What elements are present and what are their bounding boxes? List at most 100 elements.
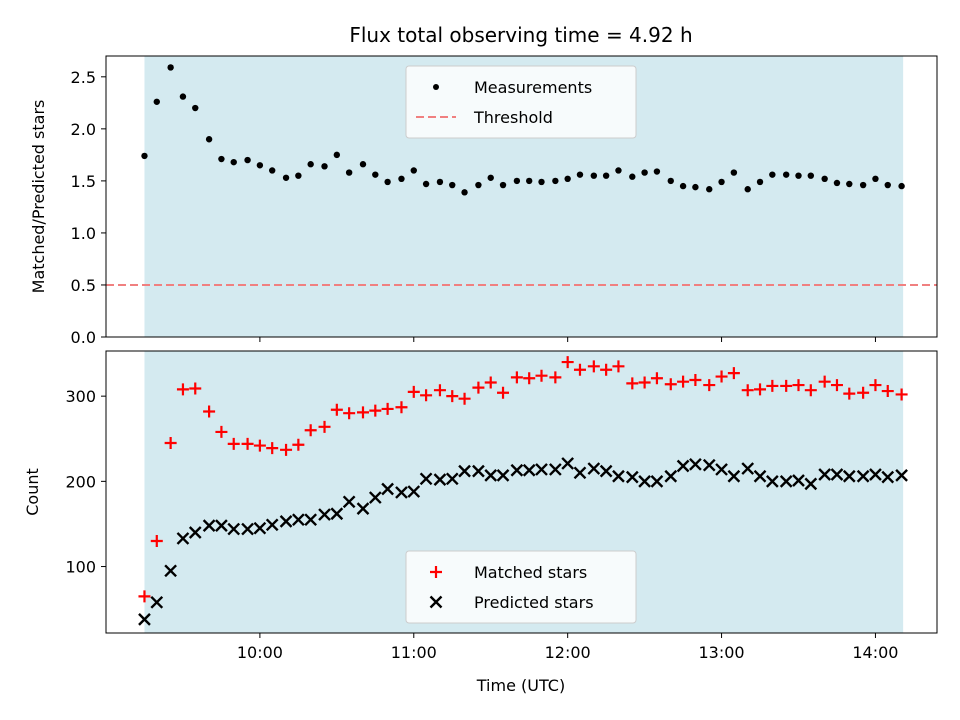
predicted-star-point (472, 464, 485, 478)
y-tick-label: 0.5 (71, 276, 96, 295)
matched-star-point (292, 438, 305, 451)
matched-star-point (677, 375, 690, 388)
measurement-point (859, 181, 867, 189)
predicted-star-point (202, 519, 216, 533)
measurement-point (205, 136, 213, 143)
predicted-star-point (381, 482, 394, 496)
measurement-point (756, 178, 764, 186)
matched-star-point (241, 437, 254, 450)
matched-star-point (843, 387, 856, 400)
measurement-point (449, 181, 456, 189)
measurement-point (706, 186, 713, 193)
predicted-star-point (395, 486, 408, 499)
y-tick-label: 1.5 (71, 172, 96, 191)
predicted-star-point (702, 458, 716, 472)
measurement-point (833, 179, 841, 187)
predicted-star-point (612, 469, 625, 483)
measurement-point (679, 182, 687, 190)
predicted-star-point (253, 521, 267, 535)
measurement-point (769, 171, 776, 178)
matched-star-point (535, 369, 548, 382)
predicted-star-point (753, 469, 767, 483)
measurement-point (141, 152, 148, 160)
measurement-point (629, 173, 636, 180)
predicted-star-point (458, 464, 471, 478)
predicted-star-point (368, 491, 382, 504)
predicted-star-point (856, 469, 870, 483)
measurement-point (167, 64, 174, 71)
measurement-point (282, 174, 290, 181)
predicted-star-point (330, 507, 344, 521)
measurement-point (218, 155, 225, 163)
measurement-point (590, 172, 598, 179)
measurement-point (359, 161, 367, 168)
matched-star-point (510, 371, 523, 384)
matched-star-point (215, 425, 228, 438)
matched-star-point (573, 363, 586, 376)
ratio-panel: 0.0 0.5 1.0 1.5 2.0 2.5 Matched/Predicted star… (29, 55, 938, 347)
predicted-star-point (895, 469, 908, 482)
matched-star-point (600, 363, 613, 376)
plot-frame (105, 350, 938, 634)
y-axis-label: Count (23, 468, 42, 516)
measurement-point (461, 189, 468, 196)
measurement-point (602, 172, 610, 179)
matched-star-point (818, 375, 831, 388)
predicted-star-point (587, 462, 601, 475)
matched-star-point (780, 379, 793, 392)
measurement-point (244, 156, 251, 164)
predicted-star-point (188, 526, 202, 539)
chart-title: Flux total observing time = 4.92 h (349, 23, 692, 47)
measurement-point (872, 175, 879, 183)
matched-star-point (138, 590, 151, 603)
matched-star-point (484, 376, 497, 389)
y-tick-label: 1.0 (71, 224, 96, 243)
predicted-star-point (804, 477, 818, 491)
predicted-star-point (215, 519, 228, 533)
measurement-point (718, 178, 725, 186)
predicted-star-point (779, 475, 793, 488)
predicted-star-point (535, 463, 548, 476)
predicted-star-point (176, 532, 190, 545)
legend-box (405, 65, 637, 139)
predicted-star-point (715, 463, 728, 476)
matched-star-point (626, 377, 639, 390)
x-tick-label: 14:00 (852, 643, 898, 662)
predicted-star-point (241, 522, 254, 536)
matched-star-point (343, 407, 356, 420)
measurement-point (641, 169, 648, 176)
measurement-point (333, 151, 341, 159)
measurement-point (564, 175, 571, 183)
matched-star-point (523, 372, 536, 385)
measurement-point (653, 168, 661, 175)
matched-star-point (727, 367, 740, 380)
matched-star-point (407, 385, 420, 398)
predicted-star-point (496, 469, 510, 482)
matched-star-point (830, 379, 843, 392)
measurement-point (576, 171, 584, 178)
predicted-star-point (265, 518, 279, 532)
predicted-star-point (318, 508, 331, 521)
predicted-star-point (150, 595, 164, 609)
matched-star-point (304, 424, 317, 437)
measurement-point (153, 98, 160, 105)
matched-star-point (458, 392, 471, 405)
measurement-point (192, 104, 199, 112)
measurement-point (730, 169, 738, 176)
matched-star-point (869, 379, 882, 392)
predicted-star-point (342, 495, 356, 509)
predicted-star-point (664, 469, 678, 483)
measurement-point (513, 177, 521, 185)
measurement-point (821, 175, 828, 183)
predicted-star-point (407, 485, 421, 498)
measurement-point (525, 177, 533, 185)
predicted-star-point (818, 468, 832, 481)
matched-star-point (612, 360, 625, 373)
predicted-star-point (741, 462, 755, 475)
predicted-star-point (522, 463, 536, 477)
x-tick-label: 12:00 (545, 643, 591, 662)
matched-star-point (266, 442, 279, 455)
y-tick-label: 0.0 (71, 328, 96, 347)
matched-star-point (587, 360, 600, 373)
y-tick-label: 200 (65, 472, 96, 491)
